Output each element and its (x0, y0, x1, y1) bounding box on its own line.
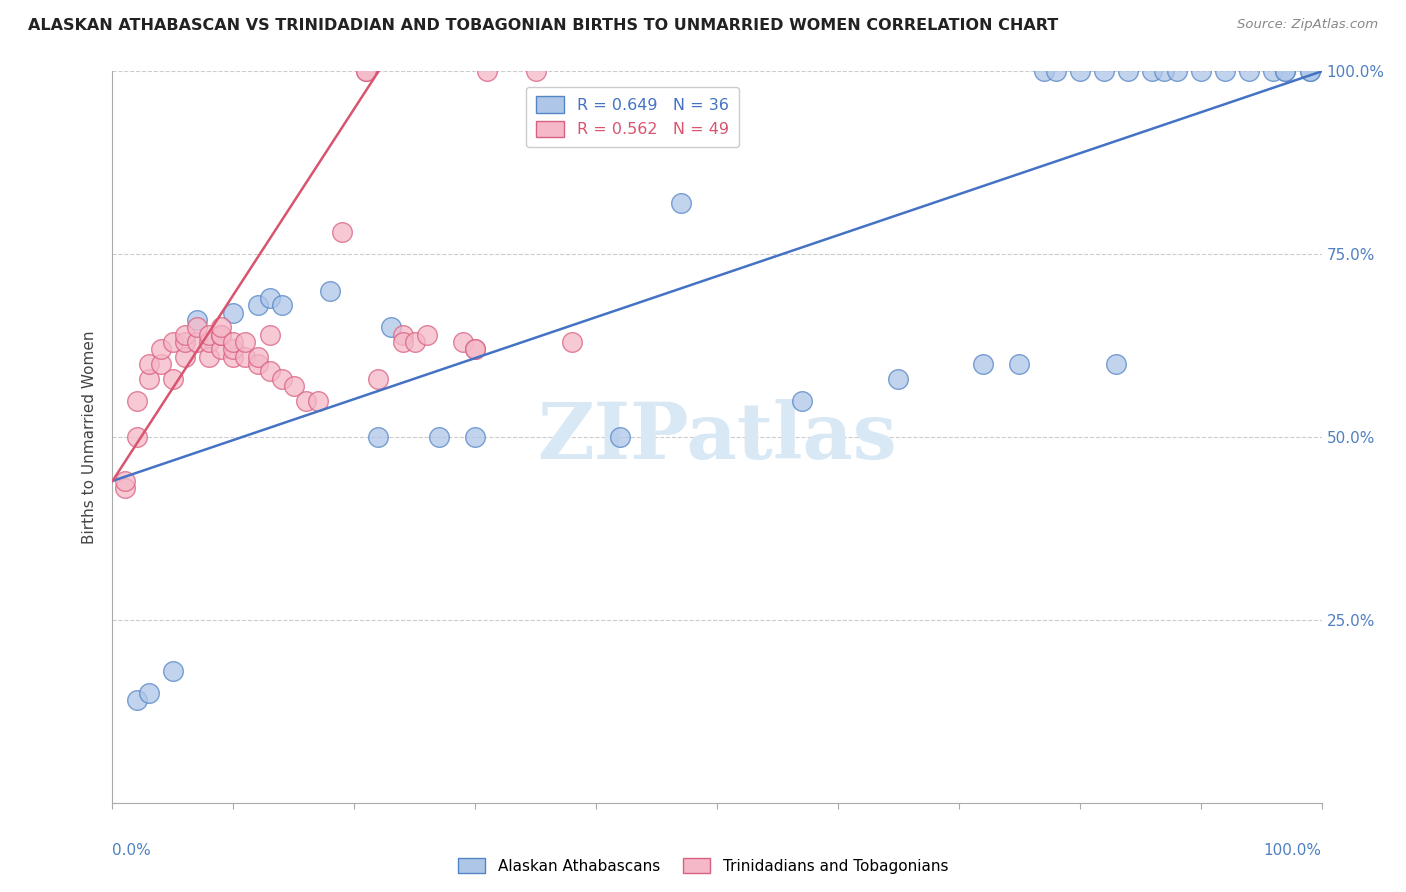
Point (1116, 64, 1139, 78)
Point (1166, 64, 1188, 78)
Point (669, 196, 692, 211)
Point (524, 64, 547, 78)
Text: Source: ZipAtlas.com: Source: ZipAtlas.com (1237, 18, 1378, 31)
Point (1008, 357, 1031, 371)
Point (380, 320, 402, 334)
Point (367, 371, 389, 385)
Point (186, 320, 208, 334)
Point (319, 284, 342, 298)
Point (1189, 64, 1212, 78)
Point (209, 327, 232, 342)
Point (209, 320, 232, 334)
Point (125, 693, 148, 707)
Point (283, 379, 305, 393)
Legend: R = 0.649   N = 36, R = 0.562   N = 49: R = 0.649 N = 36, R = 0.562 N = 49 (526, 87, 738, 147)
Point (198, 350, 221, 364)
Point (427, 430, 450, 444)
Point (477, 64, 499, 78)
Point (356, 64, 378, 78)
Text: ALASKAN ATHABASCAN VS TRINIDADIAN AND TOBAGONIAN BIRTHS TO UNMARRIED WOMEN CORRE: ALASKAN ATHABASCAN VS TRINIDADIAN AND TO… (28, 18, 1059, 33)
Point (307, 393, 329, 408)
Point (1092, 64, 1115, 78)
Point (209, 327, 232, 342)
Point (609, 430, 631, 444)
Point (114, 474, 136, 488)
Point (198, 327, 221, 342)
Point (270, 371, 292, 385)
Point (246, 350, 269, 364)
Point (1237, 64, 1260, 78)
Point (222, 343, 245, 357)
Point (162, 334, 184, 349)
Point (259, 327, 281, 342)
Point (367, 430, 389, 444)
Point (1213, 64, 1236, 78)
Point (125, 393, 148, 408)
Point (222, 306, 245, 320)
Point (1274, 64, 1296, 78)
Text: 0.0%: 0.0% (112, 843, 152, 858)
Point (1298, 64, 1320, 78)
Point (404, 334, 426, 349)
Point (259, 291, 281, 305)
Y-axis label: Births to Unmarried Women: Births to Unmarried Women (82, 330, 97, 544)
Point (125, 430, 148, 444)
Point (246, 298, 269, 312)
Point (391, 334, 413, 349)
Point (464, 343, 486, 357)
Point (198, 334, 221, 349)
Point (235, 334, 257, 349)
Point (464, 343, 486, 357)
Point (186, 313, 208, 327)
Point (149, 343, 172, 357)
Point (972, 357, 994, 371)
Point (162, 664, 184, 678)
Point (270, 298, 292, 312)
Point (1142, 64, 1164, 78)
Point (464, 430, 486, 444)
Point (209, 343, 232, 357)
Point (561, 334, 583, 349)
Text: 100.0%: 100.0% (1264, 843, 1322, 858)
Point (174, 327, 197, 342)
Point (391, 327, 413, 342)
Point (356, 64, 378, 78)
Point (1045, 64, 1067, 78)
Point (295, 393, 318, 408)
Point (149, 357, 172, 371)
Point (451, 334, 474, 349)
Point (330, 225, 353, 239)
Point (1105, 357, 1128, 371)
Point (1032, 64, 1054, 78)
Text: ZIPatlas: ZIPatlas (537, 399, 897, 475)
Point (1069, 64, 1091, 78)
Point (222, 350, 245, 364)
Point (790, 393, 813, 408)
Point (1263, 64, 1285, 78)
Point (222, 334, 245, 349)
Point (887, 371, 910, 385)
Point (1298, 64, 1320, 78)
Point (138, 357, 160, 371)
Point (246, 357, 269, 371)
Point (1153, 64, 1175, 78)
Legend: Alaskan Athabascans, Trinidadians and Tobagonians: Alaskan Athabascans, Trinidadians and To… (451, 852, 955, 880)
Point (174, 334, 197, 349)
Point (174, 350, 197, 364)
Point (138, 686, 160, 700)
Point (162, 371, 184, 385)
Point (138, 371, 160, 385)
Point (259, 364, 281, 378)
Point (1274, 64, 1296, 78)
Point (114, 481, 136, 495)
Point (186, 334, 208, 349)
Point (416, 327, 439, 342)
Point (235, 350, 257, 364)
